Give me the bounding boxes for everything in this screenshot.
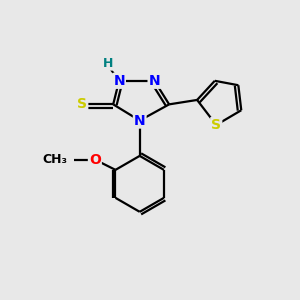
Text: O: O	[89, 153, 101, 166]
Text: H: H	[103, 57, 113, 70]
Text: S: S	[211, 118, 221, 132]
Text: N: N	[113, 74, 125, 88]
Text: CH₃: CH₃	[42, 153, 67, 166]
Text: N: N	[134, 114, 146, 128]
Text: S: S	[77, 98, 87, 111]
Text: N: N	[148, 74, 160, 88]
